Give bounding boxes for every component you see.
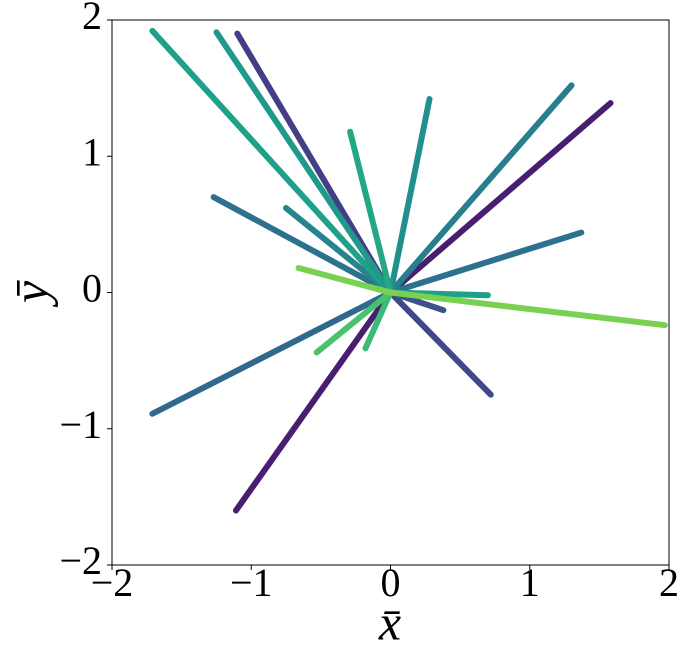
trajectory xyxy=(362,289,394,352)
trajectory xyxy=(149,27,394,296)
y-tick-label: 1 xyxy=(82,129,102,174)
x-tick-label: −2 xyxy=(91,560,134,605)
trajectory xyxy=(149,289,394,417)
y-tick-label: 0 xyxy=(82,266,102,311)
trajectory xyxy=(387,229,585,296)
y-axis-label: ȳ xyxy=(2,280,58,308)
y-tick-label: −1 xyxy=(59,402,102,447)
trajectory xyxy=(232,289,394,514)
x-tick-label: 2 xyxy=(659,560,679,605)
trajectory xyxy=(283,205,394,296)
y-tick-label: 2 xyxy=(82,0,102,38)
trajectory xyxy=(347,128,394,296)
trajectory xyxy=(387,82,575,296)
x-tick-label: 0 xyxy=(381,560,401,605)
trajectory xyxy=(387,289,668,329)
y-tick-label: −2 xyxy=(59,538,102,583)
trajectory xyxy=(295,264,394,296)
trajectory xyxy=(387,289,494,398)
trajectory xyxy=(210,194,394,296)
x-axis-label: x̄ xyxy=(378,594,401,650)
trajectory xyxy=(313,289,394,356)
trajectory xyxy=(387,100,614,296)
x-tick-label: 1 xyxy=(520,560,540,605)
x-tick-label: −1 xyxy=(230,560,273,605)
trajectory xyxy=(387,96,433,296)
trajectory xyxy=(213,29,394,296)
